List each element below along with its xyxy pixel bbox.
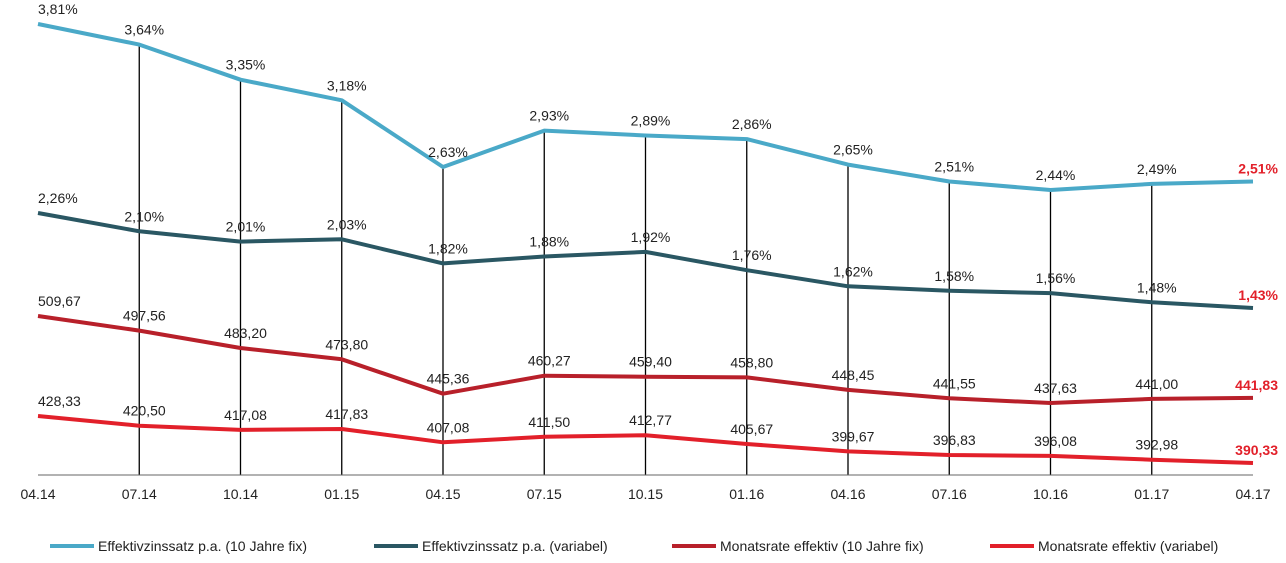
series-line (37, 414, 1254, 465)
x-tick-label: 10.16 (1033, 486, 1068, 502)
data-label: 2,01% (226, 219, 266, 235)
data-label: 2,26% (38, 190, 78, 206)
data-label: 390,33 (1235, 442, 1278, 458)
data-label: 417,83 (325, 406, 368, 422)
data-label: 437,63 (1034, 380, 1077, 396)
series-line (37, 22, 1254, 192)
x-tick-label: 07.16 (932, 486, 967, 502)
legend-label-variable-rate: Effektivzinssatz p.a. (variabel) (422, 538, 608, 554)
data-label: 448,45 (832, 367, 875, 383)
data-label: 458,80 (730, 354, 773, 370)
series-line (37, 211, 1254, 310)
x-tick-label: 04.16 (830, 486, 865, 502)
x-tick-label: 04.15 (425, 486, 460, 502)
data-label: 1,92% (631, 229, 671, 245)
data-label: 2,49% (1137, 161, 1177, 177)
data-label: 445,36 (427, 371, 470, 387)
data-label: 396,08 (1034, 433, 1077, 449)
legend-swatch-fix-rate (50, 544, 94, 548)
data-label: 2,10% (124, 208, 164, 224)
x-tick-label: 10.14 (223, 486, 258, 502)
data-label: 3,81% (38, 1, 78, 17)
data-label: 396,83 (933, 432, 976, 448)
data-label: 3,64% (124, 22, 164, 38)
data-label: 441,00 (1135, 376, 1178, 392)
data-label: 509,67 (38, 293, 81, 309)
data-label: 417,08 (224, 407, 267, 423)
data-label: 412,77 (629, 412, 672, 428)
legend-swatch-variable-payment (990, 544, 1034, 548)
data-label: 1,48% (1137, 279, 1177, 295)
legend-label-fix-payment: Monatsrate effektiv (10 Jahre fix) (720, 538, 924, 554)
x-tick-label: 04.14 (20, 486, 55, 502)
legend-swatch-variable-rate (374, 544, 418, 548)
data-label: 460,27 (528, 353, 571, 369)
data-label: 441,55 (933, 375, 976, 391)
x-tick-label: 01.17 (1134, 486, 1169, 502)
data-label: 405,67 (730, 421, 773, 437)
legend-item-fix-rate: Effektivzinssatz p.a. (10 Jahre fix) (50, 538, 307, 554)
data-label: 407,08 (427, 419, 470, 435)
x-tick-label: 04.17 (1235, 486, 1270, 502)
x-tick-label: 10.15 (628, 486, 663, 502)
legend-label-fix-rate: Effektivzinssatz p.a. (10 Jahre fix) (98, 538, 308, 554)
data-label: 473,80 (325, 336, 368, 352)
data-label: 2,65% (833, 142, 873, 158)
legend: Effektivzinssatz p.a. (10 Jahre fix) Eff… (0, 538, 1286, 560)
data-label: 2,44% (1036, 167, 1076, 183)
data-label: 483,20 (224, 325, 267, 341)
x-tick-label: 07.15 (527, 486, 562, 502)
data-label: 2,03% (327, 216, 367, 232)
data-label: 1,56% (1036, 270, 1076, 286)
data-label: 1,58% (934, 268, 974, 284)
data-label: 1,88% (529, 233, 569, 249)
data-label: 2,63% (428, 144, 468, 160)
data-label: 3,35% (226, 57, 266, 73)
legend-item-fix-payment: Monatsrate effektiv (10 Jahre fix) (672, 538, 924, 554)
data-label: 392,98 (1135, 437, 1178, 453)
data-label: 1,62% (833, 263, 873, 279)
legend-item-variable-payment: Monatsrate effektiv (variabel) (990, 538, 1218, 554)
data-label: 497,56 (123, 308, 166, 324)
data-label: 2,51% (1238, 161, 1278, 177)
x-tick-label: 01.16 (729, 486, 764, 502)
series-line (37, 314, 1254, 405)
x-tick-label: 07.14 (122, 486, 157, 502)
data-label: 2,89% (631, 112, 671, 128)
data-label: 1,76% (732, 247, 772, 263)
data-label: 2,51% (934, 159, 974, 175)
data-label: 420,50 (123, 403, 166, 419)
data-label: 441,83 (1235, 377, 1278, 393)
x-tick-label: 01.15 (324, 486, 359, 502)
legend-item-variable-rate: Effektivzinssatz p.a. (variabel) (374, 538, 608, 554)
data-label: 2,93% (529, 108, 569, 124)
line-chart: 04.14 07.14 10.14 01.15 04.15 07.15 10.15 01.16… (20, 1, 1278, 502)
data-label: 1,43% (1238, 287, 1278, 303)
data-label: 3,18% (327, 77, 367, 93)
data-label: 411,50 (528, 414, 570, 430)
data-label: 428,33 (38, 393, 81, 409)
data-label: 399,67 (832, 428, 875, 444)
legend-label-variable-payment: Monatsrate effektiv (variabel) (1038, 538, 1219, 554)
data-label: 459,40 (629, 354, 672, 370)
legend-swatch-fix-payment (672, 544, 716, 548)
data-label: 1,82% (428, 240, 468, 256)
data-label: 2,86% (732, 116, 772, 132)
